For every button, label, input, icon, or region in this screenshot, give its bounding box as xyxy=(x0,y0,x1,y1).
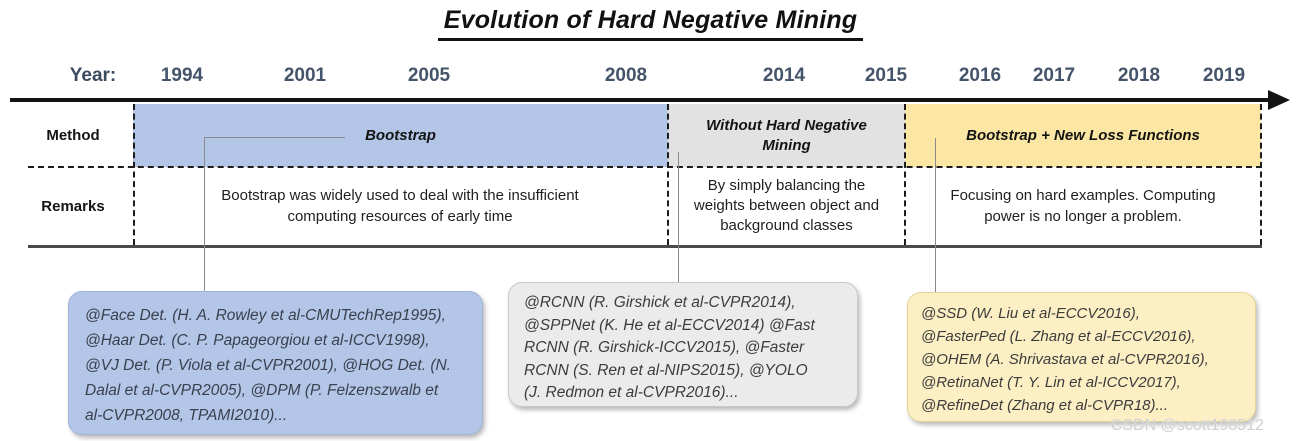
method-band-bootstrap-label: Bootstrap xyxy=(365,126,436,144)
citations-bootstrap-callout: @Face Det. (H. A. Rowley et al-CMUTechRe… xyxy=(68,291,483,435)
connector-bootstrap-horizontal xyxy=(204,137,345,138)
method-band-new-loss: Bootstrap + New Loss Functions xyxy=(905,104,1261,167)
table-bottom-line xyxy=(28,245,1262,248)
method-band-without-hnm-label: Without Hard Negative Mining xyxy=(706,116,867,154)
method-band-bootstrap: Bootstrap xyxy=(133,104,668,167)
year-tick-2001: 2001 xyxy=(283,65,327,86)
divider-dashed-right xyxy=(1260,104,1262,245)
method-band-new-loss-label: Bootstrap + New Loss Functions xyxy=(966,126,1200,144)
divider-dashed-mid2 xyxy=(904,104,906,245)
row-label-remarks: Remarks xyxy=(41,197,105,215)
connector-without-hnm-vertical xyxy=(678,152,679,290)
connector-bootstrap-vertical xyxy=(204,137,205,302)
title-container: Evolution of Hard Negative Mining xyxy=(0,6,1301,41)
divider-dashed-horizontal xyxy=(28,166,1262,168)
year-tick-1994: 1994 xyxy=(160,65,204,86)
row-label-method: Method xyxy=(46,126,100,144)
year-tick-2008: 2008 xyxy=(604,65,648,86)
remarks-bootstrap: Bootstrap was widely used to deal with t… xyxy=(221,187,579,225)
watermark: CSDN @scott198512 xyxy=(1110,417,1264,434)
year-tick-2005: 2005 xyxy=(407,65,451,86)
year-tick-2015: 2015 xyxy=(864,65,908,86)
method-band-without-hnm: Without Hard Negative Mining xyxy=(668,104,905,167)
divider-dashed-left xyxy=(133,104,135,245)
page-title: Evolution of Hard Negative Mining xyxy=(437,6,864,41)
year-tick-2016: 2016 xyxy=(958,65,1002,86)
year-tick-2017: 2017 xyxy=(1032,65,1076,86)
year-tick-2018: 2018 xyxy=(1117,65,1161,86)
remarks-new-loss: Focusing on hard examples. Computing pow… xyxy=(950,187,1216,225)
citations-new-loss-callout: @SSD (W. Liu et al-ECCV2016), @FasterPed… xyxy=(907,292,1256,422)
timeline-arrow-icon xyxy=(1268,90,1290,110)
year-tick-2019: 2019 xyxy=(1202,65,1246,86)
connector-new-loss-vertical xyxy=(935,138,936,298)
year-tick-2014: 2014 xyxy=(762,65,806,86)
divider-dashed-mid1 xyxy=(667,104,669,245)
citations-without-hnm-callout: @RCNN (R. Girshick et al-CVPR2014), @SPP… xyxy=(508,282,858,407)
year-axis-label: Year: xyxy=(69,65,117,86)
timeline-axis-line xyxy=(10,98,1272,102)
remarks-without-hnm: By simply balancing the weights between … xyxy=(693,177,880,234)
